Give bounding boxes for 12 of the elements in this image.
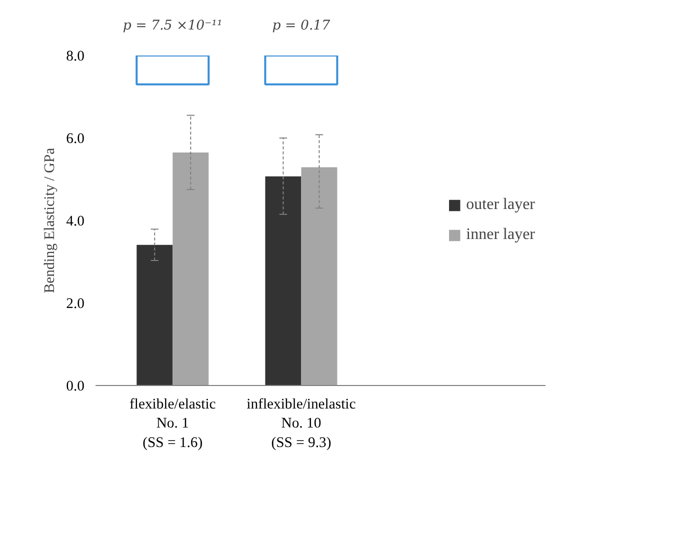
x-tick-label: inflexible/inelastic No. 10 (SS = 9.3) bbox=[246, 396, 356, 451]
y-tick-label: 6.0 bbox=[66, 131, 85, 147]
y-axis-title: Bending Elasticity / GPa bbox=[42, 147, 58, 294]
legend-label: inner layer bbox=[466, 226, 535, 244]
legend-label: outer layer bbox=[466, 196, 535, 214]
text: p = 7.5 ×10⁻¹¹ bbox=[122, 18, 222, 34]
x-tick-label: flexible/elastic No. 1 (SS = 1.6) bbox=[130, 396, 216, 451]
y-tick-label: 4.0 bbox=[66, 214, 85, 230]
text: p = 0.17 bbox=[272, 18, 331, 34]
y-tick-label: 8.0 bbox=[66, 48, 85, 64]
y-tick-label: 2.0 bbox=[66, 296, 85, 312]
y-tick-label: 0.0 bbox=[66, 378, 85, 394]
